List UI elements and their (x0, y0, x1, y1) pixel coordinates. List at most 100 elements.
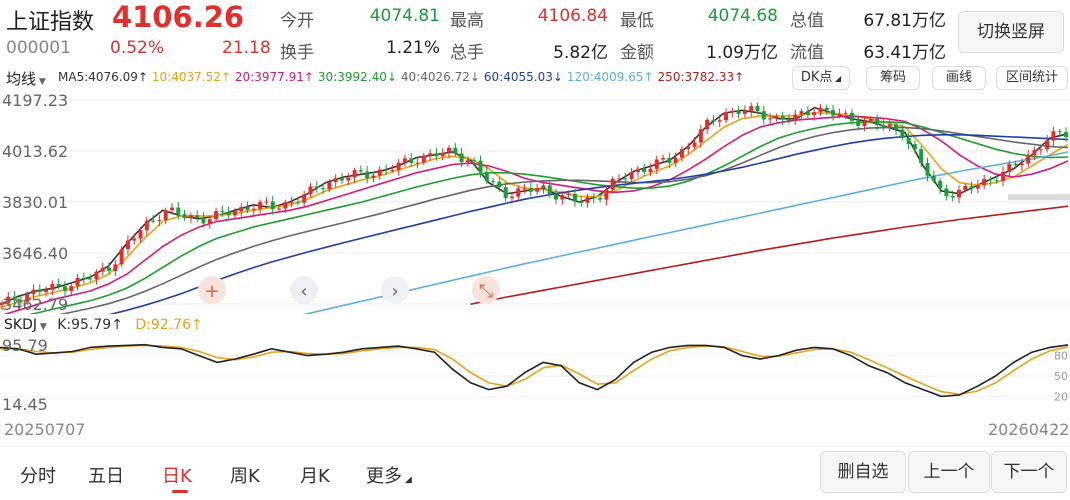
prev-icon-glyph: ‹ (300, 281, 307, 302)
candle-body (711, 119, 716, 122)
candle-body (18, 300, 23, 302)
divider (0, 446, 1070, 447)
candle-body (679, 148, 684, 158)
candle-body (975, 185, 980, 189)
candle-body (717, 120, 722, 122)
ma-legend-item: 120:4009.65↑ (566, 70, 654, 84)
candle-body (1045, 140, 1050, 150)
candle-body (692, 142, 697, 147)
candle-body (761, 111, 766, 120)
add-icon[interactable]: + (198, 276, 226, 304)
candle-body (793, 114, 798, 121)
candle-body (799, 111, 804, 115)
candle-body (157, 219, 162, 221)
change-percent: 0.52% (110, 38, 165, 58)
candle-body (232, 211, 237, 216)
candle-body (629, 172, 634, 180)
quote-label: 总手 (450, 43, 484, 63)
quote-label: 流值 (790, 43, 824, 63)
candle-body (415, 162, 420, 164)
candle-body (113, 264, 118, 271)
period-tab[interactable]: 分时 (20, 466, 56, 487)
candle-body (75, 278, 80, 286)
quote-label: 总值 (790, 11, 824, 31)
ma-line-ma120 (302, 151, 1069, 314)
quote-value: 5.82亿 (553, 43, 608, 63)
candle-body (535, 188, 540, 192)
candle-body (31, 289, 36, 295)
candle-body (107, 267, 112, 271)
next-icon[interactable]: › (381, 276, 409, 304)
switch-portrait-button[interactable]: 切换竖屏 (958, 11, 1064, 53)
candle-body (428, 153, 433, 156)
candle-body (667, 157, 672, 163)
candle-body (371, 175, 376, 178)
candle-body (0, 302, 4, 305)
candle-body (220, 211, 225, 213)
period-tab[interactable]: 五日 (88, 466, 124, 487)
candle-body (1013, 164, 1018, 166)
dk-label: DK点 (800, 70, 833, 85)
prev-icon[interactable]: ‹ (290, 276, 318, 304)
candle-body (302, 194, 307, 203)
period-tab[interactable]: 更多 ◢ (366, 466, 412, 487)
candle-body (805, 111, 810, 116)
candle-body (365, 171, 370, 178)
kline-chart[interactable]: 4197.23 4013.62 3830.01 3646.40 3462.79 + ‹ › ⤡ (0, 92, 1070, 314)
chip-button[interactable]: 筹码 (866, 66, 920, 90)
candle-body (956, 190, 961, 198)
candle-body (396, 162, 401, 171)
quote-value: 63.41万亿 (863, 43, 946, 63)
candle-body (56, 283, 61, 287)
candle-body (258, 201, 263, 209)
candle-body (906, 137, 911, 145)
candle-body (270, 201, 275, 210)
y-tick-label: 4197.23 (2, 92, 68, 110)
candle-body (572, 193, 577, 202)
range-stats-button[interactable]: 区间统计 (996, 66, 1068, 90)
quote-label: 换手 (280, 43, 314, 63)
ma-legend-item: 60:4055.03↓ (483, 70, 563, 84)
candle-body (931, 175, 936, 181)
candle-body (875, 118, 880, 125)
candle-body (522, 188, 527, 190)
candle-body (566, 193, 571, 195)
delete-watchlist-button[interactable]: 删自选 (820, 451, 906, 493)
period-tab[interactable]: 月K (300, 466, 330, 487)
candle-body (988, 178, 993, 181)
candle-body (585, 197, 590, 203)
period-tab[interactable]: 日K (162, 462, 192, 493)
kdj-select[interactable]: SKDJ ▼ (4, 317, 47, 333)
candle-body (591, 197, 596, 199)
draw-line-button[interactable]: 画线 (932, 66, 986, 90)
kdj-chart[interactable]: 95.79 14.45 80 50 20 (0, 338, 1070, 416)
candle-body (12, 296, 17, 301)
candle-body (352, 170, 357, 178)
candle-body (642, 168, 647, 173)
next-button[interactable]: 下一个 (991, 451, 1067, 493)
candle-body (119, 249, 124, 265)
indicator-select[interactable]: 均线 ▼ (6, 68, 46, 89)
candle-body (37, 289, 42, 292)
candle-body (862, 120, 867, 126)
candle-body (314, 186, 319, 189)
ma-legend-item: 20:3977.91↑ (234, 70, 314, 84)
candle-body (346, 177, 351, 181)
previous-button[interactable]: 上一个 (908, 451, 990, 493)
zoom-icon[interactable]: ⤡ (472, 276, 500, 304)
candle-body (491, 181, 496, 183)
prev-icon-bg (290, 276, 318, 304)
quote-value: 4074.81 (369, 6, 440, 26)
ma-legend-item: 40:4026.72↓ (400, 70, 480, 84)
y-tick-label: 3830.01 (2, 193, 68, 212)
candle-body (623, 178, 628, 180)
y-tick-label: 4013.62 (2, 142, 68, 161)
dk-button[interactable]: DK点 ◢ (792, 66, 850, 90)
candle-body (560, 194, 565, 200)
candle-body (849, 112, 854, 121)
period-tab[interactable]: 周K (230, 466, 260, 487)
candle-body (264, 201, 269, 203)
candle-body (201, 217, 206, 224)
candle-body (497, 181, 502, 188)
candle-body (610, 178, 615, 190)
